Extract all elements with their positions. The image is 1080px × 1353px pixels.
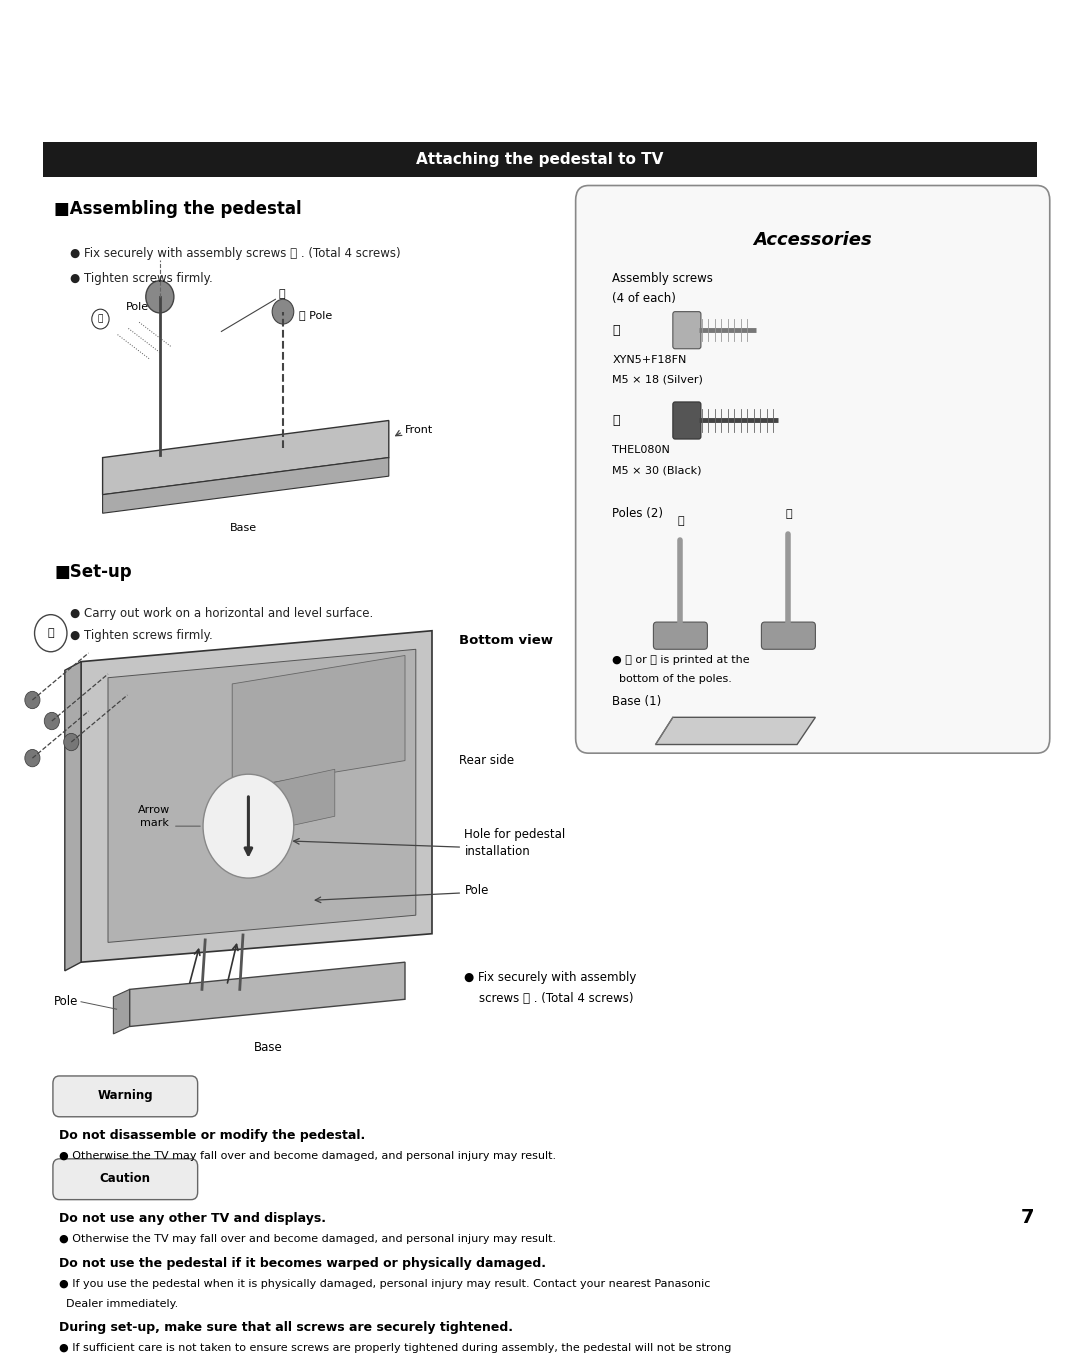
Text: ● Otherwise the TV may fall over and become damaged, and personal injury may res: ● Otherwise the TV may fall over and bec… [59, 1151, 556, 1161]
Circle shape [272, 299, 294, 323]
Text: ● Fix securely with assembly: ● Fix securely with assembly [464, 971, 637, 984]
Text: Warning: Warning [97, 1089, 153, 1103]
FancyBboxPatch shape [53, 1158, 198, 1200]
FancyBboxPatch shape [576, 185, 1050, 754]
Text: M5 × 30 (Black): M5 × 30 (Black) [612, 465, 702, 475]
Text: ● Otherwise the TV may fall over and become damaged, and personal injury may res: ● Otherwise the TV may fall over and bec… [59, 1234, 556, 1245]
Text: ■Assembling the pedestal: ■Assembling the pedestal [54, 200, 301, 218]
Polygon shape [81, 630, 432, 962]
Circle shape [25, 750, 40, 767]
Text: Ⓡ: Ⓡ [785, 510, 792, 520]
Text: XYN5+F18FN: XYN5+F18FN [612, 354, 687, 365]
FancyBboxPatch shape [761, 622, 815, 649]
Text: Ⓑ: Ⓑ [612, 414, 620, 428]
Polygon shape [108, 649, 416, 943]
Text: Ⓐ: Ⓐ [279, 290, 285, 299]
Text: Poles (2): Poles (2) [612, 507, 663, 520]
Polygon shape [103, 457, 389, 513]
Text: ● If you use the pedestal when it is physically damaged, personal injury may res: ● If you use the pedestal when it is phy… [59, 1279, 711, 1289]
Text: Do not use the pedestal if it becomes warped or physically damaged.: Do not use the pedestal if it becomes wa… [59, 1257, 546, 1269]
Text: screws Ⓑ . (Total 4 screws): screws Ⓑ . (Total 4 screws) [464, 992, 634, 1005]
Text: Ⓑ: Ⓑ [48, 628, 54, 639]
Polygon shape [65, 662, 81, 971]
Polygon shape [232, 770, 335, 839]
Text: Pole: Pole [464, 884, 489, 897]
Circle shape [146, 280, 174, 313]
Text: Pole: Pole [126, 302, 149, 311]
Text: ● Fix securely with assembly screws Ⓐ . (Total 4 screws): ● Fix securely with assembly screws Ⓐ . … [70, 248, 401, 260]
Text: Ⓐ: Ⓐ [612, 323, 620, 337]
Polygon shape [113, 989, 130, 1034]
Text: Do not disassemble or modify the pedestal.: Do not disassemble or modify the pedesta… [59, 1130, 366, 1142]
Polygon shape [130, 962, 405, 1027]
Text: Base: Base [229, 524, 257, 533]
Text: Attaching the pedestal to TV: Attaching the pedestal to TV [416, 152, 664, 166]
Text: Accessories: Accessories [754, 231, 872, 249]
Polygon shape [232, 655, 405, 789]
Text: ● If sufficient care is not taken to ensure screws are properly tightened during: ● If sufficient care is not taken to ens… [59, 1344, 732, 1353]
Circle shape [25, 691, 40, 709]
Text: Ⓛ Pole: Ⓛ Pole [299, 310, 333, 321]
Polygon shape [103, 421, 389, 495]
FancyBboxPatch shape [653, 622, 707, 649]
Text: Base: Base [254, 1042, 282, 1054]
Text: Dealer immediately.: Dealer immediately. [59, 1299, 178, 1308]
Text: ● Ⓛ or Ⓡ is printed at the: ● Ⓛ or Ⓡ is printed at the [612, 655, 750, 666]
Circle shape [203, 774, 294, 878]
Polygon shape [656, 717, 815, 744]
Text: ● Tighten screws firmly.: ● Tighten screws firmly. [70, 272, 213, 285]
FancyBboxPatch shape [53, 1076, 198, 1116]
Text: ● Tighten screws firmly.: ● Tighten screws firmly. [70, 629, 213, 643]
Text: Caution: Caution [99, 1172, 151, 1185]
Text: Bottom view: Bottom view [459, 635, 553, 647]
Circle shape [64, 733, 79, 751]
Text: During set-up, make sure that all screws are securely tightened.: During set-up, make sure that all screws… [59, 1321, 513, 1334]
Text: Do not use any other TV and displays.: Do not use any other TV and displays. [59, 1212, 326, 1224]
Text: ● Carry out work on a horizontal and level surface.: ● Carry out work on a horizontal and lev… [70, 607, 374, 620]
Text: Ⓛ: Ⓛ [677, 515, 684, 525]
FancyBboxPatch shape [43, 142, 1037, 177]
Circle shape [44, 713, 59, 729]
FancyBboxPatch shape [673, 402, 701, 438]
Text: Assembly screws: Assembly screws [612, 272, 713, 285]
FancyBboxPatch shape [673, 311, 701, 349]
Text: Hole for pedestal
installation: Hole for pedestal installation [464, 828, 566, 858]
Text: Front: Front [405, 425, 433, 436]
Text: Arrow
mark: Arrow mark [138, 805, 171, 828]
Text: ■Set-up: ■Set-up [54, 563, 132, 580]
Text: Base (1): Base (1) [612, 695, 662, 708]
Text: M5 × 18 (Silver): M5 × 18 (Silver) [612, 375, 703, 384]
Text: Rear side: Rear side [459, 754, 514, 767]
Text: Ⓡ: Ⓡ [98, 315, 103, 323]
Text: THEL080N: THEL080N [612, 445, 671, 455]
Text: 7: 7 [1021, 1208, 1035, 1227]
Text: Pole: Pole [53, 996, 78, 1008]
Text: (4 of each): (4 of each) [612, 292, 676, 304]
Text: bottom of the poles.: bottom of the poles. [612, 674, 732, 685]
